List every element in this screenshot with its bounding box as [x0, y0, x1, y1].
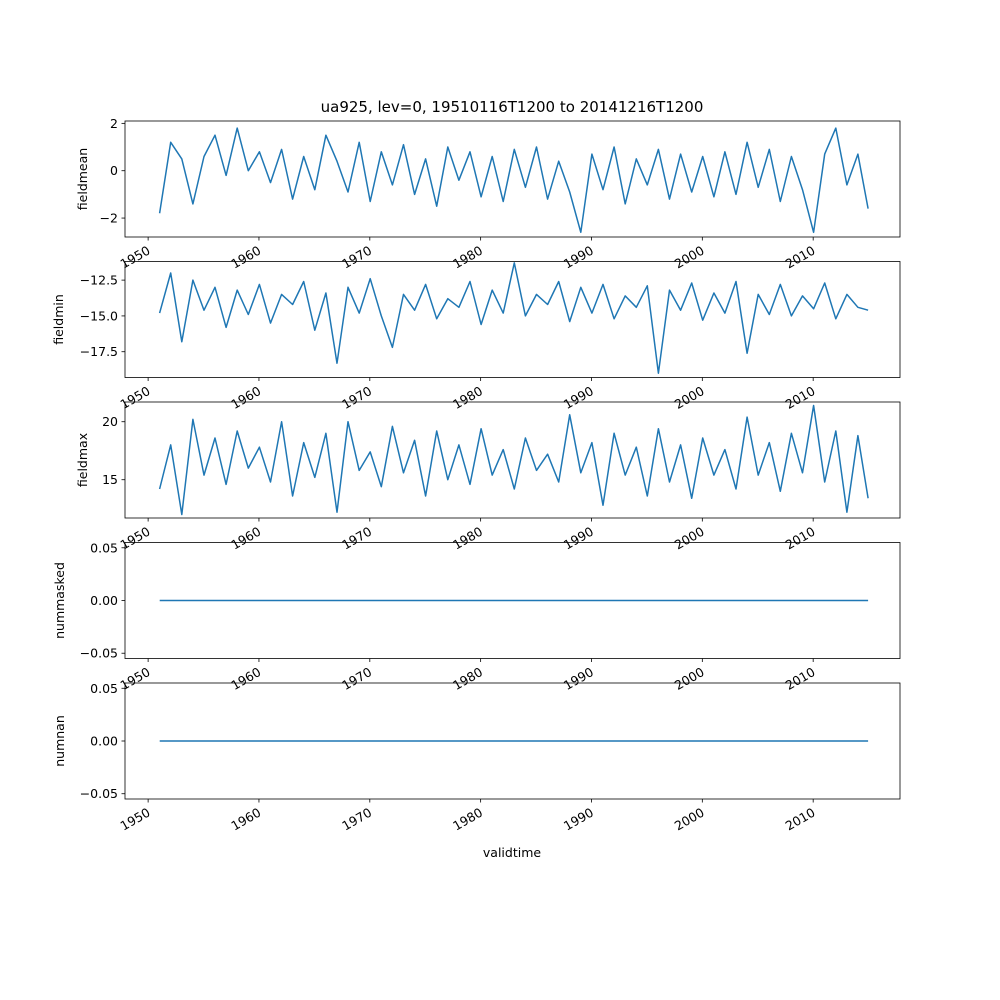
- y-tick-label: 0.05: [90, 540, 118, 555]
- y-tick-label: 2: [110, 116, 118, 131]
- y-tick-label: 0.00: [90, 593, 118, 608]
- y-axis-label-fieldmin: fieldmin: [51, 294, 66, 345]
- y-tick-label: −15.0: [80, 308, 118, 323]
- y-tick-label: 15: [102, 472, 118, 487]
- y-tick-label: −0.05: [80, 786, 118, 801]
- axes-frame-fieldmean: [124, 120, 901, 238]
- y-tick-label: −17.5: [80, 344, 118, 359]
- series-line-fieldmean: [158, 127, 869, 234]
- series-line-fieldmin: [158, 262, 869, 374]
- y-tick-label: 0.00: [90, 734, 118, 749]
- y-axis-label-numnan: numnan: [52, 715, 67, 767]
- y-axis-label-nummasked: nummasked: [52, 562, 67, 639]
- y-tick-label: 20: [102, 414, 118, 429]
- y-axis-label-fieldmean: fieldmean: [75, 148, 90, 210]
- y-axis-label-fieldmax: fieldmax: [75, 433, 90, 487]
- x-axis-label: validtime: [483, 845, 541, 860]
- y-tick-label: 0.05: [90, 681, 118, 696]
- axes-frame-fieldmax: [124, 401, 901, 519]
- axes-frame-fieldmin: [124, 261, 901, 378]
- series-line-fieldmax: [158, 404, 869, 516]
- y-tick-label: −2: [100, 211, 118, 226]
- y-tick-label: −0.05: [80, 646, 118, 661]
- y-tick-label: −12.5: [80, 273, 118, 288]
- y-tick-label: 0: [110, 163, 118, 178]
- chart-title: ua925, lev=0, 19510116T1200 to 20141216T…: [321, 98, 704, 116]
